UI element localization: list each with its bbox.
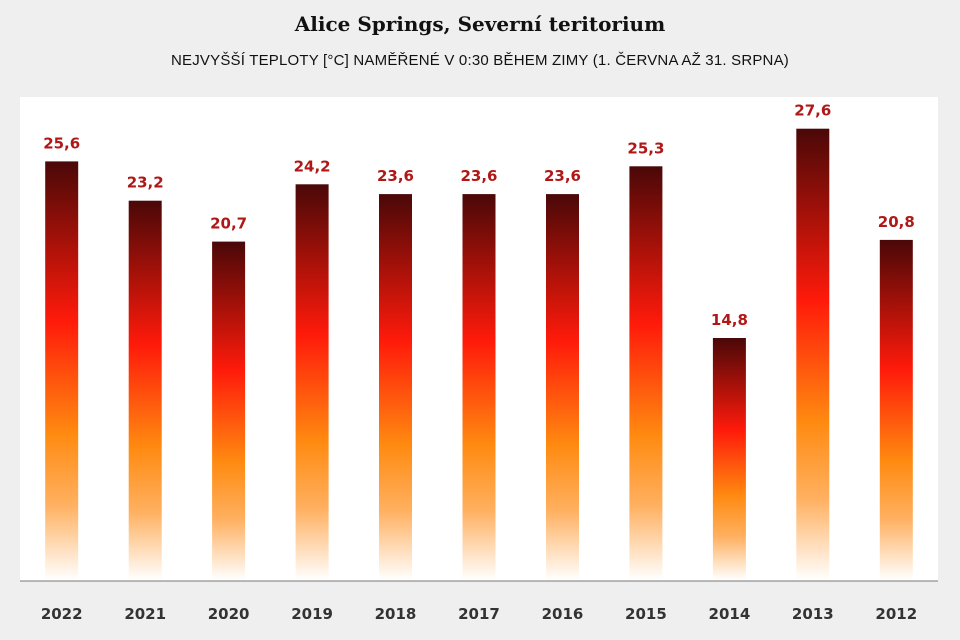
data-label-2019: 24,2: [294, 157, 331, 175]
data-label-2012: 20,8: [878, 213, 915, 231]
x-tick-label-2015: 2015: [625, 605, 667, 623]
bar-2022: [45, 161, 79, 580]
data-label-2018: 23,6: [377, 167, 414, 185]
x-tick-label-2022: 2022: [41, 605, 83, 623]
bar-2012: [879, 239, 913, 580]
data-label-2022: 25,6: [43, 134, 80, 152]
x-tick-label-2020: 2020: [208, 605, 250, 623]
x-tick-label-2013: 2013: [792, 605, 834, 623]
x-tick-label-2018: 2018: [375, 605, 417, 623]
x-tick-label-2016: 2016: [542, 605, 584, 623]
data-label-2021: 23,2: [127, 174, 164, 192]
data-label-2013: 27,6: [794, 102, 831, 120]
chart-title: Alice Springs, Severní teritorium: [294, 12, 666, 36]
data-label-2020: 20,7: [210, 215, 247, 233]
bar-2015: [629, 166, 663, 581]
bar-2016: [546, 194, 579, 580]
bar-2020: [212, 241, 246, 580]
data-label-2017: 23,6: [460, 167, 497, 185]
data-label-2016: 23,6: [544, 167, 581, 185]
x-tick-label-2017: 2017: [458, 605, 500, 623]
bar-2014: [712, 338, 746, 580]
x-tick-label-2021: 2021: [124, 605, 166, 623]
bar-2019: [295, 184, 329, 581]
x-tick-label-2014: 2014: [709, 605, 751, 623]
bar-2021: [128, 200, 162, 580]
bar-2018: [379, 194, 412, 580]
chart-subtitle: NEJVYŠŠÍ TEPLOTY [°C] NAMĚŘENÉ V 0:30 BĚ…: [170, 52, 789, 69]
x-tick-label-2019: 2019: [291, 605, 333, 623]
x-tick-label-2012: 2012: [875, 605, 917, 623]
data-label-2015: 25,3: [627, 139, 664, 157]
bar-2017: [462, 194, 496, 580]
bar-2013: [796, 128, 830, 580]
data-label-2014: 14,8: [711, 311, 748, 329]
